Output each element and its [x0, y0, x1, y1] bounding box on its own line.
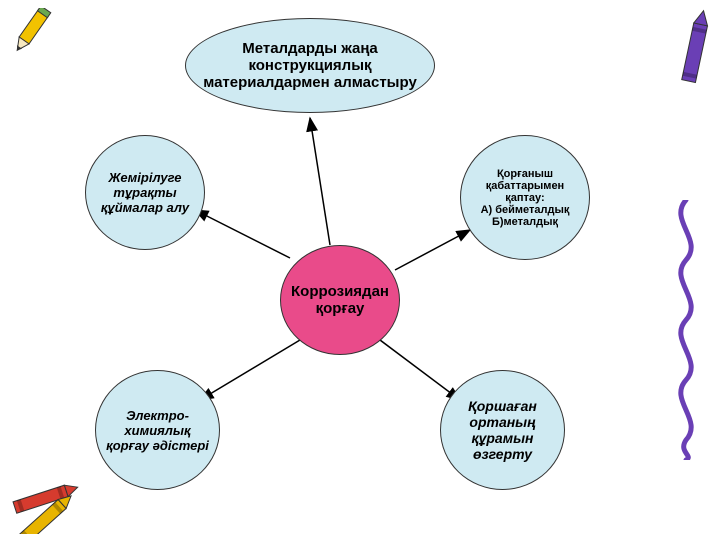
crayon-top-right-icon	[678, 6, 714, 96]
arrow-center-to-right-top	[395, 230, 470, 270]
center-node-label: Коррозиядан қорғау	[289, 283, 391, 317]
arrow-center-to-left-bottom	[200, 340, 300, 400]
node-top-label: Металдарды жаңа конструкциялық материалд…	[194, 40, 426, 91]
node-right-bottom: Қоршаған ортаның құрамын өзгерту	[440, 370, 565, 490]
arrow-center-to-left-top	[195, 210, 290, 258]
center-node: Коррозиядан қорғау	[280, 245, 400, 355]
node-left-top: Жемірілуге тұрақты құймалар алу	[85, 135, 205, 250]
node-right-top: Қорғаныш қабаттарымен қаптау: А) беймета…	[460, 135, 590, 260]
node-right-top-label: Қорғаныш қабаттарымен қаптау: А) беймета…	[469, 168, 581, 228]
node-left-bottom-label: Электро-химиялық қорғау әдістері	[104, 408, 211, 453]
node-top: Металдарды жаңа конструкциялық материалд…	[185, 18, 435, 113]
pencil-icon	[8, 8, 68, 68]
node-left-top-label: Жемірілуге тұрақты құймалар алу	[94, 170, 196, 215]
node-left-bottom: Электро-химиялық қорғау әдістері	[95, 370, 220, 490]
arrow-center-to-right-bottom	[380, 340, 460, 400]
crayons-bottom-left-icon	[6, 464, 96, 534]
diagram-stage: Коррозиядан қорғау Металдарды жаңа конст…	[0, 0, 720, 540]
node-right-bottom-label: Қоршаған ортаның құрамын өзгерту	[449, 398, 556, 462]
arrow-center-to-top	[310, 118, 330, 245]
squiggle-icon	[666, 200, 706, 460]
